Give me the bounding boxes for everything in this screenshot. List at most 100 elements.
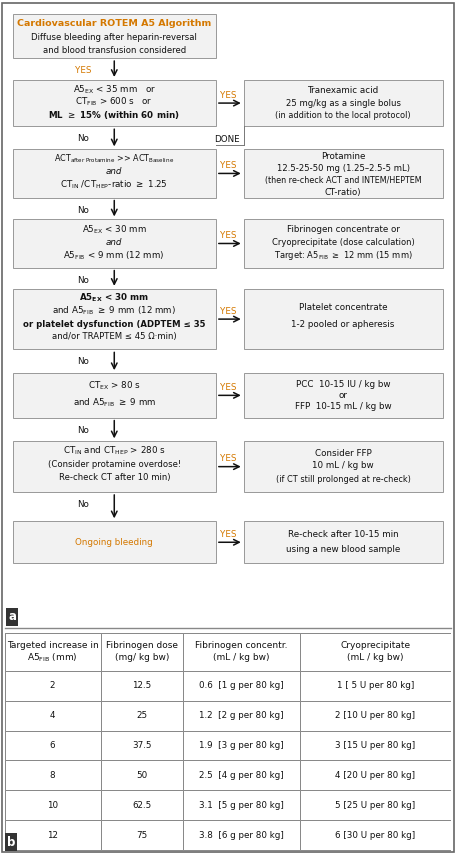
Text: 2: 2 [50, 681, 55, 690]
FancyBboxPatch shape [183, 820, 299, 850]
Text: CT$_{\mathregular{IN}}$ /CT$_{\mathregular{HEP}}$-ratio $\geq$ 1.25: CT$_{\mathregular{IN}}$ /CT$_{\mathregul… [60, 179, 168, 192]
FancyBboxPatch shape [101, 701, 183, 730]
FancyBboxPatch shape [243, 219, 441, 268]
Text: Re-check CT after 10 min): Re-check CT after 10 min) [58, 473, 170, 481]
Text: FFP  10-15 mL / kg bw: FFP 10-15 mL / kg bw [294, 402, 390, 411]
FancyBboxPatch shape [13, 373, 216, 417]
Text: ML $\geq$ 15% (within 60 min): ML $\geq$ 15% (within 60 min) [48, 109, 180, 121]
FancyBboxPatch shape [5, 760, 101, 790]
Text: 25 mg/kg as a single bolus: 25 mg/kg as a single bolus [285, 98, 399, 108]
Text: Fibrinogen concentrate or: Fibrinogen concentrate or [286, 226, 399, 234]
Text: YES: YES [220, 307, 236, 315]
FancyBboxPatch shape [5, 701, 101, 730]
Text: CT$_{\mathregular{EX}}$ > 80 s: CT$_{\mathregular{EX}}$ > 80 s [88, 380, 141, 392]
Text: 4 [20 U per 80 kg]: 4 [20 U per 80 kg] [335, 771, 415, 780]
Text: 12.5-25-50 mg (1.25–2.5-5 mL): 12.5-25-50 mg (1.25–2.5-5 mL) [276, 164, 409, 173]
Text: Cardiovascular ROTEM A5 Algorithm: Cardiovascular ROTEM A5 Algorithm [17, 19, 211, 28]
Text: (mL / kg bw): (mL / kg bw) [212, 653, 269, 663]
Text: 0.6  [1 g per 80 kg]: 0.6 [1 g per 80 kg] [198, 681, 283, 690]
FancyBboxPatch shape [183, 671, 299, 701]
Text: (Consider protamine overdose!: (Consider protamine overdose! [47, 460, 181, 469]
Text: YES: YES [75, 66, 91, 75]
FancyBboxPatch shape [13, 150, 216, 198]
FancyBboxPatch shape [5, 671, 101, 701]
Text: DONE: DONE [214, 135, 239, 144]
Text: or: or [338, 391, 347, 400]
Text: 1.9  [3 g per 80 kg]: 1.9 [3 g per 80 kg] [198, 741, 283, 750]
Text: YES: YES [220, 383, 236, 392]
FancyBboxPatch shape [183, 633, 299, 671]
FancyBboxPatch shape [5, 633, 101, 671]
Text: (in addition to the local protocol): (in addition to the local protocol) [275, 111, 410, 120]
Text: No: No [77, 275, 89, 285]
Text: 10: 10 [47, 801, 58, 810]
FancyBboxPatch shape [5, 633, 450, 851]
Text: Target: A5$_{\mathregular{FIB}}$ $\geq$ 12 mm (15 mm): Target: A5$_{\mathregular{FIB}}$ $\geq$ … [273, 250, 412, 262]
Text: Cryoprecipitate: Cryoprecipitate [340, 641, 410, 651]
Text: 2.5  [4 g per 80 kg]: 2.5 [4 g per 80 kg] [198, 771, 283, 780]
FancyBboxPatch shape [243, 150, 441, 198]
Text: Re-check after 10-15 min: Re-check after 10-15 min [287, 530, 398, 540]
Text: 10 mL / kg bw: 10 mL / kg bw [312, 461, 373, 470]
FancyBboxPatch shape [5, 820, 101, 850]
Text: 62.5: 62.5 [132, 801, 151, 810]
Text: CT-ratio): CT-ratio) [324, 187, 360, 197]
FancyBboxPatch shape [243, 441, 441, 492]
Text: A5$_{\mathregular{FIB}}$ (mm): A5$_{\mathregular{FIB}}$ (mm) [27, 652, 78, 664]
Text: Tranexamic acid: Tranexamic acid [307, 86, 378, 95]
Text: A5$_{\mathregular{FIB}}$ < 9 mm (12 mm): A5$_{\mathregular{FIB}}$ < 9 mm (12 mm) [63, 250, 165, 262]
Text: 1.2  [2 g per 80 kg]: 1.2 [2 g per 80 kg] [199, 711, 283, 720]
Text: a: a [8, 610, 16, 623]
Text: ACT$_{\mathregular{after\ Protamine}}$ >> ACT$_{\mathregular{Baseline}}$: ACT$_{\mathregular{after\ Protamine}}$ >… [54, 152, 174, 165]
FancyBboxPatch shape [243, 373, 441, 417]
FancyBboxPatch shape [183, 730, 299, 760]
Text: 8: 8 [50, 771, 56, 780]
FancyBboxPatch shape [5, 790, 101, 820]
FancyBboxPatch shape [299, 790, 450, 820]
FancyBboxPatch shape [243, 80, 441, 127]
Text: and blood transfusion considered: and blood transfusion considered [43, 46, 186, 56]
Text: No: No [77, 500, 89, 509]
Text: No: No [77, 134, 89, 144]
Text: 2 [10 U per 80 kg]: 2 [10 U per 80 kg] [335, 711, 415, 720]
Text: Consider FFP: Consider FFP [314, 449, 371, 457]
FancyBboxPatch shape [13, 219, 216, 268]
Text: Diffuse bleeding after heparin-reversal: Diffuse bleeding after heparin-reversal [31, 33, 197, 42]
Text: YES: YES [220, 161, 236, 170]
Text: (if CT still prolonged at re-check): (if CT still prolonged at re-check) [275, 475, 410, 484]
Text: 75: 75 [136, 831, 147, 840]
Text: and A5$_{\mathregular{FIB}}$ $\geq$ 9 mm (12 mm): and A5$_{\mathregular{FIB}}$ $\geq$ 9 mm… [52, 304, 176, 317]
FancyBboxPatch shape [13, 522, 216, 563]
Text: 1-2 pooled or apheresis: 1-2 pooled or apheresis [291, 320, 394, 328]
Text: YES: YES [220, 231, 236, 240]
Text: Cryoprecipitate (dose calculation): Cryoprecipitate (dose calculation) [271, 238, 414, 247]
Text: and A5$_{\mathregular{FIB}}$ $\geq$ 9 mm: and A5$_{\mathregular{FIB}}$ $\geq$ 9 mm [72, 397, 156, 409]
Text: and/or TRAPTEM ≤ 45 Ω·min): and/or TRAPTEM ≤ 45 Ω·min) [52, 332, 176, 341]
Text: 3 [15 U per 80 kg]: 3 [15 U per 80 kg] [334, 741, 415, 750]
Text: 12: 12 [47, 831, 58, 840]
FancyBboxPatch shape [101, 820, 183, 850]
Text: 50: 50 [136, 771, 147, 780]
Text: A5$_{\mathregular{EX}}$ < 30 mm: A5$_{\mathregular{EX}}$ < 30 mm [81, 224, 147, 236]
Text: No: No [77, 205, 89, 215]
FancyBboxPatch shape [13, 14, 216, 58]
Text: Ongoing bleeding: Ongoing bleeding [75, 538, 153, 546]
Text: 37.5: 37.5 [132, 741, 152, 750]
FancyBboxPatch shape [183, 760, 299, 790]
Text: YES: YES [220, 91, 236, 99]
Text: 3.1  [5 g per 80 kg]: 3.1 [5 g per 80 kg] [198, 801, 283, 810]
Text: 4: 4 [50, 711, 55, 720]
FancyBboxPatch shape [183, 701, 299, 730]
FancyBboxPatch shape [101, 760, 183, 790]
Text: No: No [77, 426, 89, 434]
Text: 6 [30 U per 80 kg]: 6 [30 U per 80 kg] [334, 831, 415, 840]
Text: Targeted increase in: Targeted increase in [7, 641, 98, 651]
Text: and: and [106, 167, 122, 176]
Text: PCC  10-15 IU / kg bw: PCC 10-15 IU / kg bw [295, 380, 389, 389]
FancyBboxPatch shape [101, 671, 183, 701]
Text: No: No [77, 357, 89, 367]
FancyBboxPatch shape [299, 730, 450, 760]
Text: Protamine: Protamine [320, 151, 364, 161]
Text: CT$_{\mathregular{IN}}$ and CT$_{\mathregular{HEP}}$ > 280 s: CT$_{\mathregular{IN}}$ and CT$_{\mathre… [63, 445, 165, 457]
Text: YES: YES [220, 530, 236, 539]
